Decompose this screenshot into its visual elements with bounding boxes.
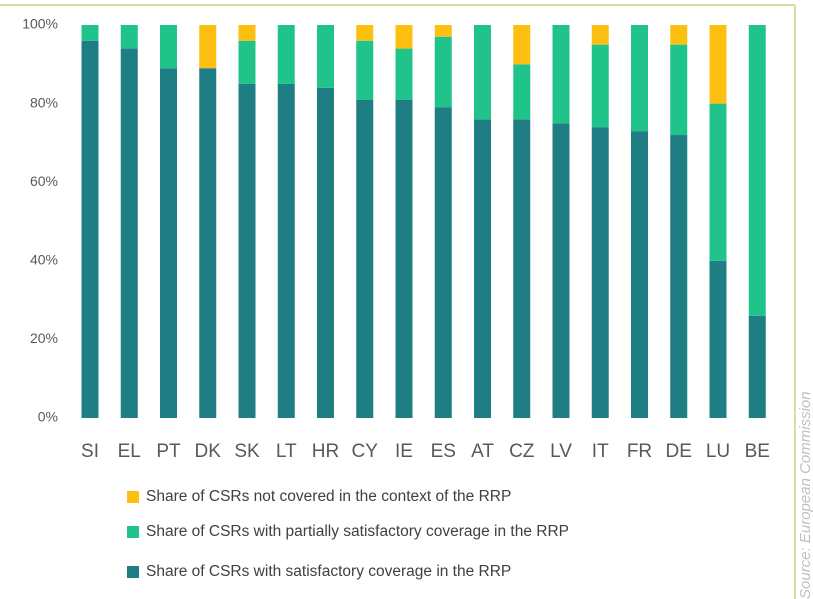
bar-segment [748, 25, 766, 316]
bar-segment [434, 107, 452, 418]
bar-segment [120, 25, 138, 49]
x-tick-label: IT [592, 441, 609, 462]
legend-swatch [127, 491, 139, 503]
legend-label: Share of CSRs with partially satisfactor… [146, 523, 569, 540]
y-tick-label: 20% [30, 330, 58, 346]
x-tick-label: FR [627, 441, 652, 462]
bar-segment [709, 25, 727, 104]
bar-segment [670, 25, 688, 45]
x-tick-label: HR [312, 441, 339, 462]
bar-segment [238, 25, 256, 41]
x-tick-label: SI [81, 441, 99, 462]
bar-segment [591, 127, 609, 419]
bar-segment [356, 40, 374, 100]
bar-segment [317, 25, 334, 88]
bar-segment [670, 135, 688, 419]
x-tick-label: LU [706, 441, 730, 462]
x-tick-label: CY [352, 441, 379, 462]
bar-segment [160, 25, 177, 69]
bar-segment [631, 131, 648, 419]
bar-segment [474, 119, 491, 418]
bar-segment [709, 103, 727, 261]
bar-segment [552, 25, 570, 124]
bar-segment [120, 48, 138, 418]
bar-segment [591, 44, 609, 128]
x-tick-label: IE [395, 441, 413, 462]
bar-segment [474, 25, 491, 120]
bar-segment [513, 64, 531, 120]
y-tick-label: 0% [38, 409, 58, 425]
y-tick-label: 60% [30, 173, 58, 189]
bar-segment [238, 40, 256, 84]
x-tick-label: CZ [509, 441, 535, 462]
x-tick-label: DK [195, 441, 222, 462]
bar-segment [277, 83, 295, 418]
x-tick-label: EL [118, 441, 141, 462]
legend-label: Share of CSRs with satisfactory coverage… [146, 563, 511, 580]
bar-segment [395, 99, 413, 419]
x-tick-label: ES [431, 441, 456, 462]
x-tick-label: SK [234, 441, 260, 462]
bar-segment [238, 83, 256, 418]
x-tick-label: PT [156, 441, 181, 462]
bar-segment [277, 25, 295, 84]
bar-segment [631, 25, 648, 132]
bar-segment [81, 25, 99, 41]
x-tick-label: DE [666, 441, 692, 462]
bar-segment [199, 25, 217, 69]
bar-segment [199, 68, 217, 418]
x-tick-label: BE [745, 441, 770, 462]
bar-segment [513, 119, 531, 418]
bar-segment [670, 44, 688, 136]
legend-swatch [127, 566, 139, 578]
bar-segment [748, 315, 766, 418]
bar-segment [552, 123, 570, 418]
bar-segment [513, 25, 531, 65]
bar-segment [356, 25, 374, 41]
bar-segment [81, 40, 99, 418]
y-tick-label: 80% [30, 94, 58, 110]
bar-segment [160, 68, 177, 418]
bar-segment [434, 25, 452, 37]
bar-segment [434, 36, 452, 108]
source: Source: European Commission [797, 391, 813, 599]
legend-swatch [127, 526, 139, 538]
x-tick-label: LV [550, 441, 572, 462]
bar-segment [356, 99, 374, 419]
bar-segment [591, 25, 609, 45]
legend-label: Share of CSRs not covered in the context… [146, 488, 511, 505]
bar-segment [317, 87, 334, 418]
y-tick-label: 100% [22, 16, 58, 32]
y-tick-label: 40% [30, 252, 58, 268]
bar-segment [395, 25, 413, 49]
x-tick-label: AT [471, 441, 494, 462]
x-tick-label: LT [276, 441, 297, 462]
bar-segment [395, 48, 413, 100]
bar-segment [709, 260, 727, 418]
